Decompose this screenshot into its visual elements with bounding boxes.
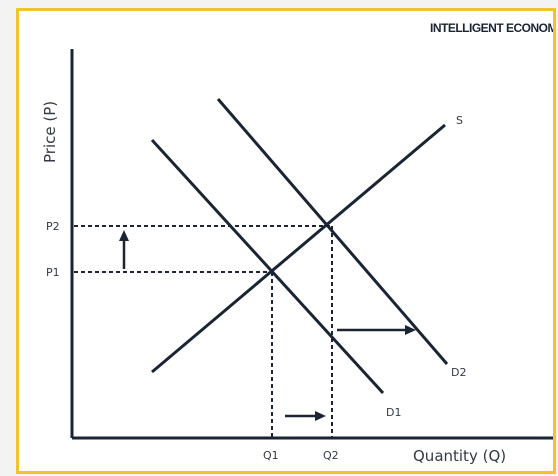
- brand-wordmark: INTELLIGENT ECONOMIS: [430, 21, 553, 35]
- price-p1-label: P1: [46, 266, 60, 279]
- quantity-increase-arrow: [285, 411, 326, 421]
- price-p2-label: P2: [46, 220, 60, 233]
- quantity-q1-label: Q1: [263, 449, 279, 462]
- supply-demand-diagram: INTELLIGENT ECONOMIS Price (P) Quantity …: [41, 21, 553, 465]
- demand-curve-d2: [216, 98, 449, 365]
- demand-shift-arrow: [337, 325, 416, 335]
- y-axis-label: Price (P): [41, 101, 59, 163]
- diagram-frame: INTELLIGENT ECONOMIS Price (P) Quantity …: [16, 8, 556, 474]
- quantity-q2-label: Q2: [323, 449, 339, 462]
- supply-curve: [151, 123, 446, 374]
- supply-label: S: [456, 114, 463, 127]
- demand-curve-d1: [150, 138, 385, 395]
- price-increase-arrow: [119, 230, 129, 269]
- demand-d2-label: D2: [451, 366, 466, 379]
- x-axis-label: Quantity (Q): [413, 447, 506, 465]
- demand-d1-label: D1: [386, 406, 401, 419]
